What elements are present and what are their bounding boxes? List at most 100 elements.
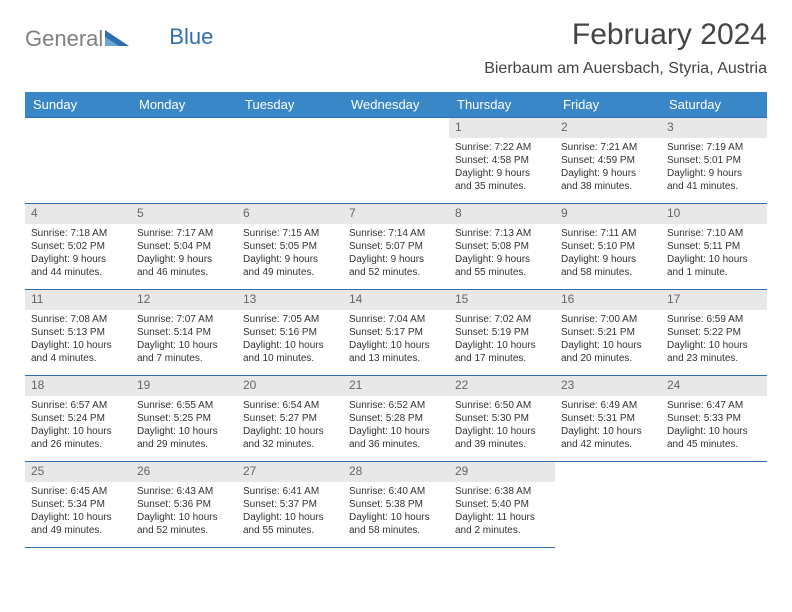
day-number: 8: [449, 204, 555, 224]
day-number: 29: [449, 462, 555, 482]
daylight-text: Daylight: 10 hours and 55 minutes.: [243, 511, 337, 537]
sunset-text: Sunset: 5:30 PM: [455, 412, 549, 425]
daylight-text: Daylight: 10 hours and 1 minute.: [667, 253, 761, 279]
sunset-text: Sunset: 5:05 PM: [243, 240, 337, 253]
day-cell: 20Sunrise: 6:54 AMSunset: 5:27 PMDayligh…: [237, 376, 343, 462]
sunset-text: Sunset: 5:28 PM: [349, 412, 443, 425]
sunrise-text: Sunrise: 6:43 AM: [137, 485, 231, 498]
day-number: 21: [343, 376, 449, 396]
daylight-text: Daylight: 9 hours and 44 minutes.: [31, 253, 125, 279]
day-number: 24: [661, 376, 767, 396]
sunrise-text: Sunrise: 7:17 AM: [137, 227, 231, 240]
day-cell: 12Sunrise: 7:07 AMSunset: 5:14 PMDayligh…: [131, 290, 237, 376]
weekday-label: Sunday: [25, 92, 131, 117]
sunset-text: Sunset: 4:58 PM: [455, 154, 549, 167]
sunrise-text: Sunrise: 6:49 AM: [561, 399, 655, 412]
daylight-text: Daylight: 10 hours and 49 minutes.: [31, 511, 125, 537]
day-number: 1: [449, 118, 555, 138]
sunset-text: Sunset: 5:19 PM: [455, 326, 549, 339]
daylight-text: Daylight: 9 hours and 55 minutes.: [455, 253, 549, 279]
day-cell: 24Sunrise: 6:47 AMSunset: 5:33 PMDayligh…: [661, 376, 767, 462]
day-cell: 23Sunrise: 6:49 AMSunset: 5:31 PMDayligh…: [555, 376, 661, 462]
sunrise-text: Sunrise: 7:13 AM: [455, 227, 549, 240]
day-number: 11: [25, 290, 131, 310]
sunset-text: Sunset: 5:01 PM: [667, 154, 761, 167]
logo-text-part1: General: [25, 26, 103, 52]
calendar-page: General Blue February 2024 Bierbaum am A…: [25, 18, 767, 548]
day-number: 16: [555, 290, 661, 310]
day-cell: 5Sunrise: 7:17 AMSunset: 5:04 PMDaylight…: [131, 204, 237, 290]
daylight-text: Daylight: 10 hours and 42 minutes.: [561, 425, 655, 451]
day-cell: 8Sunrise: 7:13 AMSunset: 5:08 PMDaylight…: [449, 204, 555, 290]
sunrise-text: Sunrise: 7:21 AM: [561, 141, 655, 154]
sunrise-text: Sunrise: 6:50 AM: [455, 399, 549, 412]
day-number: 5: [131, 204, 237, 224]
sunrise-text: Sunrise: 7:04 AM: [349, 313, 443, 326]
daylight-text: Daylight: 10 hours and 13 minutes.: [349, 339, 443, 365]
sunrise-text: Sunrise: 7:00 AM: [561, 313, 655, 326]
day-number: 3: [661, 118, 767, 138]
day-number: 9: [555, 204, 661, 224]
daylight-text: Daylight: 10 hours and 17 minutes.: [455, 339, 549, 365]
day-number: 19: [131, 376, 237, 396]
sunrise-text: Sunrise: 7:02 AM: [455, 313, 549, 326]
sunset-text: Sunset: 5:16 PM: [243, 326, 337, 339]
sunset-text: Sunset: 5:22 PM: [667, 326, 761, 339]
sunrise-text: Sunrise: 7:18 AM: [31, 227, 125, 240]
day-cell: 3Sunrise: 7:19 AMSunset: 5:01 PMDaylight…: [661, 118, 767, 204]
daylight-text: Daylight: 10 hours and 20 minutes.: [561, 339, 655, 365]
daylight-text: Daylight: 9 hours and 46 minutes.: [137, 253, 231, 279]
sunrise-text: Sunrise: 7:05 AM: [243, 313, 337, 326]
sunset-text: Sunset: 5:02 PM: [31, 240, 125, 253]
day-number: 15: [449, 290, 555, 310]
day-number: 12: [131, 290, 237, 310]
day-cell: 26Sunrise: 6:43 AMSunset: 5:36 PMDayligh…: [131, 462, 237, 548]
day-cell: 10Sunrise: 7:10 AMSunset: 5:11 PMDayligh…: [661, 204, 767, 290]
daylight-text: Daylight: 10 hours and 10 minutes.: [243, 339, 337, 365]
daylight-text: Daylight: 10 hours and 52 minutes.: [137, 511, 231, 537]
day-number: 25: [25, 462, 131, 482]
day-number: 26: [131, 462, 237, 482]
weekday-label: Wednesday: [343, 92, 449, 117]
day-cell: 18Sunrise: 6:57 AMSunset: 5:24 PMDayligh…: [25, 376, 131, 462]
day-cell: 25Sunrise: 6:45 AMSunset: 5:34 PMDayligh…: [25, 462, 131, 548]
day-cell: 1 Sunrise: 7:22 AMSunset: 4:58 PMDaylight…: [449, 118, 555, 204]
day-number: 28: [343, 462, 449, 482]
day-number: 2: [555, 118, 661, 138]
daylight-text: Daylight: 10 hours and 39 minutes.: [455, 425, 549, 451]
weekday-label: Saturday: [661, 92, 767, 117]
sunrise-text: Sunrise: 6:41 AM: [243, 485, 337, 498]
sunrise-text: Sunrise: 6:38 AM: [455, 485, 549, 498]
sunrise-text: Sunrise: 7:15 AM: [243, 227, 337, 240]
day-number: 7: [343, 204, 449, 224]
sunrise-text: Sunrise: 6:40 AM: [349, 485, 443, 498]
day-number: 20: [237, 376, 343, 396]
daylight-text: Daylight: 10 hours and 26 minutes.: [31, 425, 125, 451]
day-number: 23: [555, 376, 661, 396]
daylight-text: Daylight: 10 hours and 58 minutes.: [349, 511, 443, 537]
sunset-text: Sunset: 4:59 PM: [561, 154, 655, 167]
day-cell: 14Sunrise: 7:04 AMSunset: 5:17 PMDayligh…: [343, 290, 449, 376]
daylight-text: Daylight: 10 hours and 29 minutes.: [137, 425, 231, 451]
day-cell: 28Sunrise: 6:40 AMSunset: 5:38 PMDayligh…: [343, 462, 449, 548]
daylight-text: Daylight: 10 hours and 7 minutes.: [137, 339, 231, 365]
sunset-text: Sunset: 5:40 PM: [455, 498, 549, 511]
day-cell: 11Sunrise: 7:08 AMSunset: 5:13 PMDayligh…: [25, 290, 131, 376]
weekday-label: Monday: [131, 92, 237, 117]
day-number: 18: [25, 376, 131, 396]
day-cell: 13 Sunrise: 7:05 AMSunset: 5:16 PMDayligh…: [237, 290, 343, 376]
sunrise-text: Sunrise: 7:22 AM: [455, 141, 549, 154]
day-number: 22: [449, 376, 555, 396]
empty-cell: [343, 118, 449, 204]
month-title: February 2024: [484, 18, 767, 52]
sunrise-text: Sunrise: 7:14 AM: [349, 227, 443, 240]
daylight-text: Daylight: 10 hours and 23 minutes.: [667, 339, 761, 365]
day-number: 6: [237, 204, 343, 224]
title-block: February 2024 Bierbaum am Auersbach, Sty…: [484, 18, 767, 78]
day-number: 13: [237, 290, 343, 310]
location: Bierbaum am Auersbach, Styria, Austria: [484, 60, 767, 78]
daylight-text: Daylight: 9 hours and 35 minutes.: [455, 167, 549, 193]
sunset-text: Sunset: 5:25 PM: [137, 412, 231, 425]
daylight-text: Daylight: 9 hours and 52 minutes.: [349, 253, 443, 279]
day-cell: 2Sunrise: 7:21 AMSunset: 4:59 PMDaylight…: [555, 118, 661, 204]
